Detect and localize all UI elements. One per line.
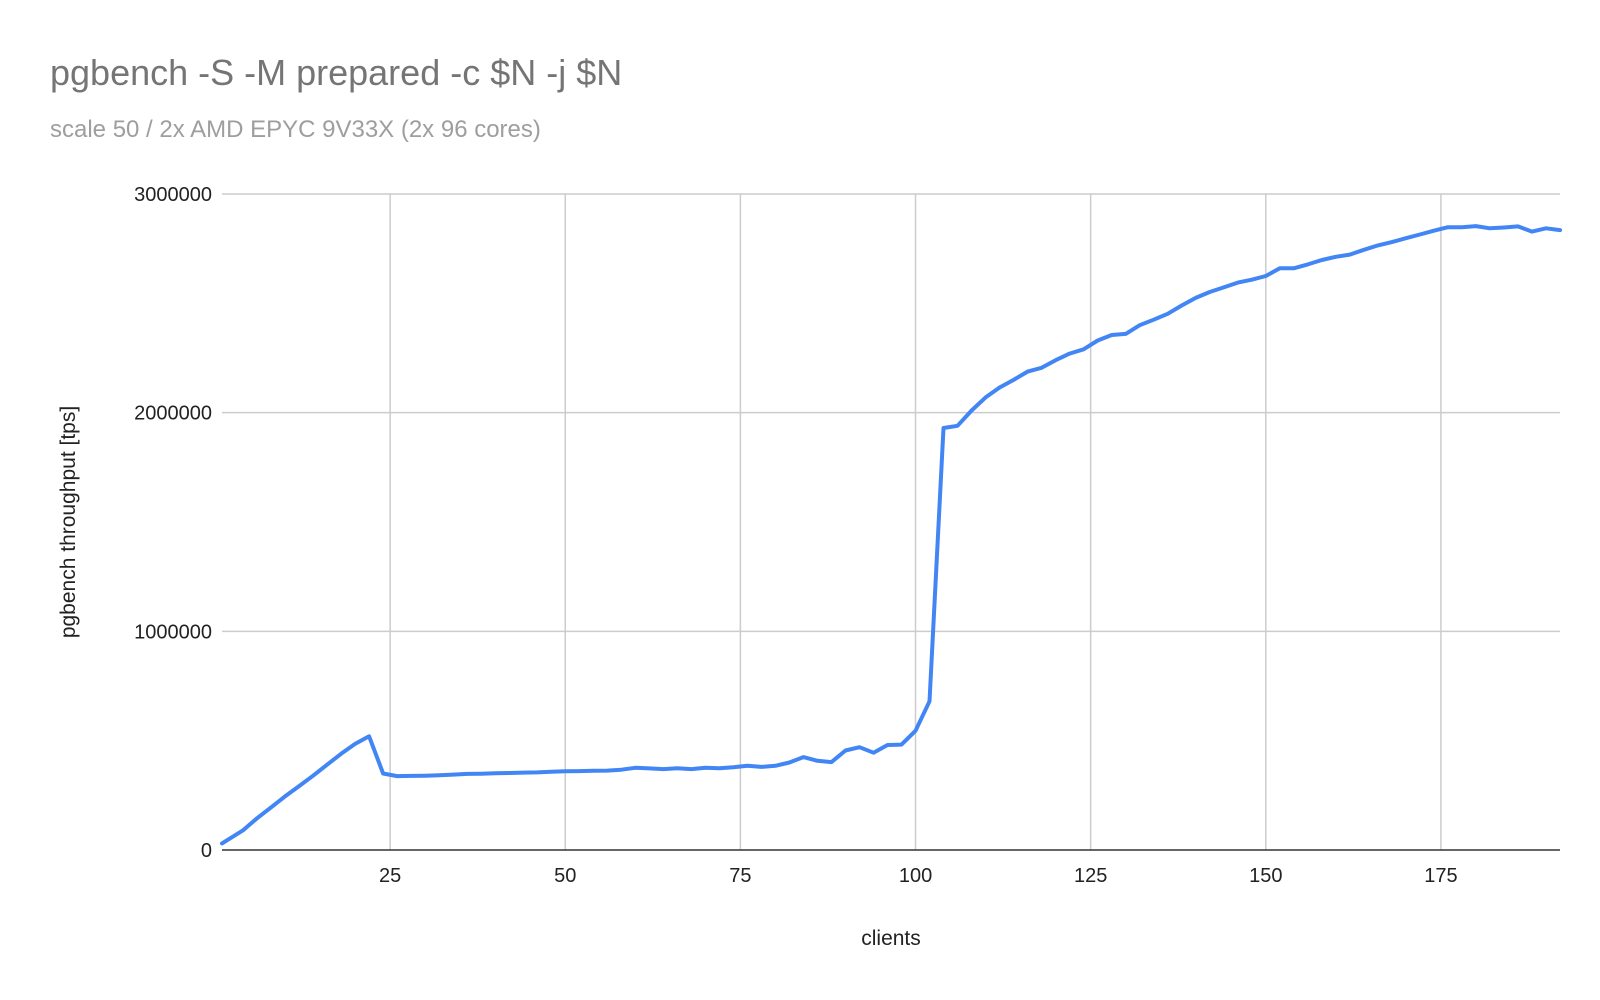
x-axis-label: clients <box>861 927 921 950</box>
x-tick-label: 125 <box>1074 865 1107 887</box>
series-layer <box>220 224 1562 846</box>
grid-layer <box>222 193 1560 851</box>
x-tick-label: 150 <box>1249 865 1282 887</box>
x-tick-label: 25 <box>379 865 401 887</box>
x-tick-label: 75 <box>729 865 751 887</box>
y-axis-label: pgbench throughput [tps] <box>57 406 80 638</box>
x-tick-label: 50 <box>554 865 576 887</box>
y-tick-label: 1000000 <box>134 621 212 643</box>
x-tick-label: 175 <box>1424 865 1457 887</box>
chart-subtitle: scale 50 / 2x AMD EPYC 9V33X (2x 96 core… <box>50 116 541 143</box>
x-tick-label: 100 <box>899 865 932 887</box>
y-tick-label: 2000000 <box>134 403 212 425</box>
series-line <box>220 224 1562 846</box>
y-tick-label: 3000000 <box>134 184 212 206</box>
y-tick-label: 0 <box>201 840 212 862</box>
chart-title: pgbench -S -M prepared -c $N -j $N <box>50 52 623 93</box>
tick-labels: 0 1000000 2000000 3000000 25 50 75 100 125 150 175 <box>134 184 1457 887</box>
